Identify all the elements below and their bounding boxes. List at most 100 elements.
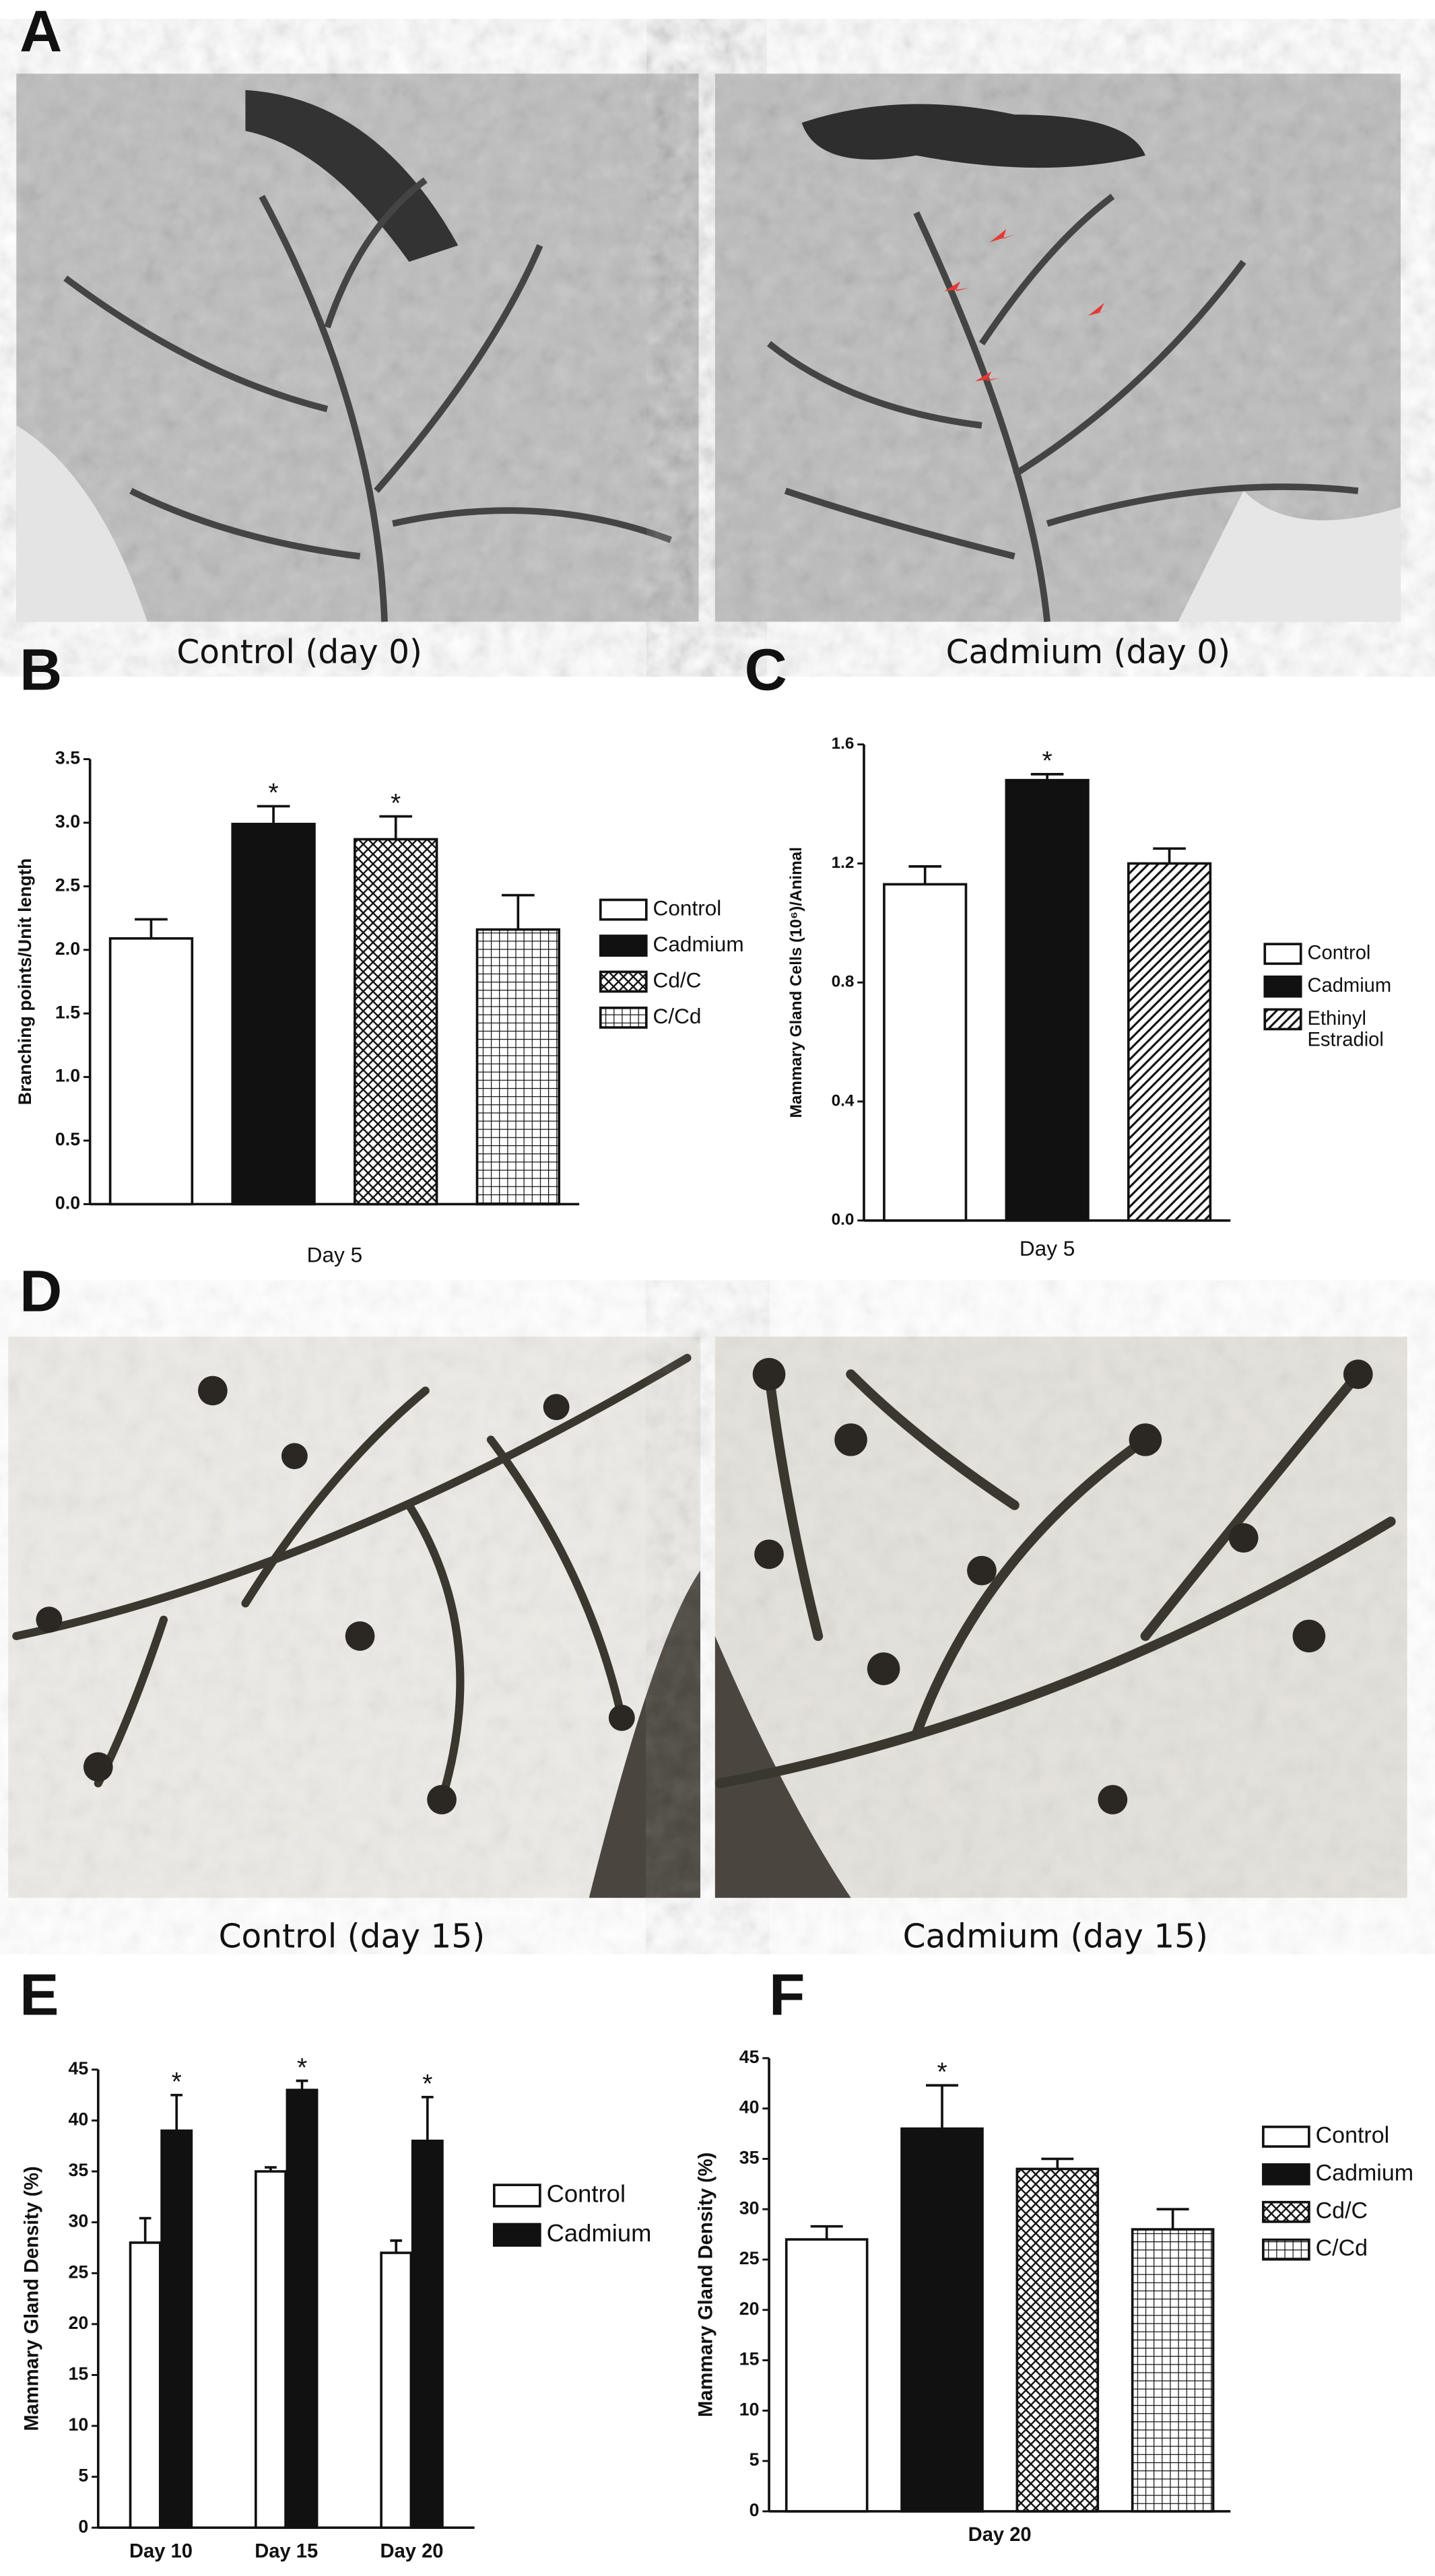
bar <box>900 2127 984 2513</box>
legend-label: Control <box>547 2180 626 2208</box>
y-axis-label: Mammary Gland Density (%) <box>695 2153 716 2417</box>
legend-swatch <box>1263 1008 1302 1031</box>
legend-swatch <box>599 1007 648 1029</box>
bar <box>1015 2167 1100 2513</box>
panel-label: C <box>745 636 787 702</box>
photo-cadmium-day15 <box>714 1336 1407 1898</box>
significance-marker: * <box>391 789 401 818</box>
bar <box>785 2238 869 2513</box>
bar <box>108 937 194 1206</box>
y-tick-label: 5 <box>749 2449 760 2470</box>
y-tick-label: 45 <box>739 2047 760 2067</box>
x-tick-label: Day 10 <box>129 2540 193 2562</box>
image-caption: Control (day 0) <box>176 634 422 671</box>
bar <box>160 2129 193 2530</box>
legend-swatch <box>1262 2238 1310 2261</box>
y-tick-label: 3.5 <box>55 748 80 768</box>
significance-marker: * <box>937 2058 947 2087</box>
legend-label: Control <box>653 895 722 920</box>
legend-label: Control <box>1316 2122 1390 2148</box>
y-tick-label: 0 <box>749 2500 760 2520</box>
y-tick-label: 25 <box>739 2248 760 2268</box>
panel-label: A <box>20 0 62 65</box>
legend-label: Cd/C <box>653 968 702 992</box>
legend-label: C/Cd <box>1316 2235 1368 2261</box>
y-axis-label: Mammary Gland Density (%) <box>21 2166 42 2431</box>
x-tick-label: Day 20 <box>968 2524 1032 2546</box>
panel-label: B <box>20 636 62 702</box>
y-tick-label: 0.5 <box>55 1129 80 1149</box>
image-caption: Cadmium (day 15) <box>903 1918 1208 1955</box>
y-tick-label: 0 <box>78 2516 88 2536</box>
y-tick-label: 10 <box>739 2399 760 2419</box>
y-tick-label: 15 <box>739 2349 760 2369</box>
y-tick-label: 15 <box>68 2364 88 2384</box>
y-tick-label: 45 <box>68 2058 88 2078</box>
y-tick-label: 1.0 <box>55 1066 80 1086</box>
y-tick-label: 40 <box>739 2097 760 2117</box>
y-tick-label: 25 <box>68 2262 88 2282</box>
legend-swatch <box>492 2183 541 2208</box>
x-tick-label: Day 15 <box>255 2540 318 2562</box>
y-tick-label: 30 <box>739 2198 760 2218</box>
y-tick-label: 2.5 <box>55 875 80 895</box>
significance-marker: * <box>1042 747 1053 776</box>
y-tick-label: 1.5 <box>55 1002 80 1022</box>
image-caption: Control (day 15) <box>219 1918 486 1955</box>
y-axis-label: Branching points/Unit length <box>15 858 35 1106</box>
legend-swatch <box>492 2223 541 2247</box>
significance-marker: * <box>269 779 279 808</box>
legend-label: Ethinyl Estradiol <box>1307 1008 1383 1051</box>
bar <box>254 2170 287 2530</box>
bar <box>883 883 968 1222</box>
bar <box>1131 2228 1215 2513</box>
bar <box>411 2139 444 2530</box>
bar <box>1127 862 1212 1222</box>
y-tick-label: 40 <box>68 2109 88 2130</box>
y-tick-label: 1.6 <box>832 735 855 753</box>
bar <box>475 928 561 1206</box>
significance-marker: * <box>297 2054 307 2082</box>
y-tick-label: 30 <box>68 2211 88 2231</box>
y-tick-label: 35 <box>739 2147 760 2167</box>
significance-marker: * <box>172 2068 182 2097</box>
legend-label: Control <box>1307 942 1370 963</box>
legend-swatch <box>1262 2126 1310 2148</box>
y-tick-label: 0.0 <box>832 1211 855 1229</box>
y-tick-label: 0.4 <box>832 1091 855 1110</box>
y-tick-label: 20 <box>68 2313 88 2333</box>
photo-cadmium-day0 <box>714 73 1401 622</box>
legend-label: Cd/C <box>1316 2198 1368 2223</box>
legend-label: Cadmium <box>547 2219 652 2247</box>
significance-marker: * <box>422 2070 432 2099</box>
y-tick-label: 35 <box>68 2160 88 2180</box>
y-tick-label: 2.0 <box>55 939 80 959</box>
bar <box>129 2241 162 2530</box>
x-tick-label: Day 20 <box>380 2540 444 2562</box>
x-tick-label: Day 5 <box>1020 1236 1075 1260</box>
panel-label: D <box>20 1258 62 1324</box>
bar <box>286 2089 319 2530</box>
y-tick-label: 1.2 <box>832 854 855 872</box>
photo-control-day0 <box>16 73 699 622</box>
legend-swatch <box>1262 2200 1310 2223</box>
legend-swatch <box>599 970 648 993</box>
legend-label: Cadmium <box>1316 2160 1413 2185</box>
bar <box>1005 778 1090 1222</box>
y-tick-label: 20 <box>739 2299 760 2319</box>
panel-label: E <box>20 1961 59 2027</box>
y-tick-label: 5 <box>78 2466 88 2486</box>
bar <box>380 2251 413 2530</box>
legend-label: C/Cd <box>653 1004 702 1028</box>
y-axis-label: Mammary Gland Cells (10⁶)/Animal <box>787 847 805 1118</box>
legend-label: Cadmium <box>1307 975 1391 996</box>
legend-swatch <box>599 898 648 921</box>
y-tick-label: 0.8 <box>832 973 855 991</box>
panel-label: F <box>769 1961 805 2027</box>
photo-control-day15 <box>8 1336 700 1898</box>
legend-swatch <box>599 935 648 957</box>
y-tick-label: 10 <box>68 2414 88 2435</box>
legend-swatch <box>1263 943 1302 965</box>
bar <box>231 823 316 1206</box>
